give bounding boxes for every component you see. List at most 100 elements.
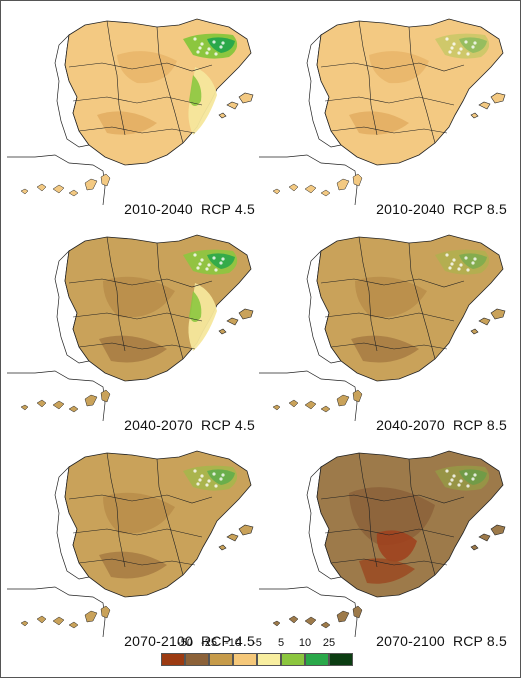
snow-speck — [219, 261, 223, 265]
region-boundary — [68, 494, 213, 504]
canary-island — [52, 400, 65, 410]
panel-caption: 2040-2070 RCP 8.5 — [376, 417, 507, 433]
snow-speck — [214, 268, 218, 272]
map-panel: 2010-2040 RCP 4.5 — [7, 5, 259, 221]
map-patch — [351, 335, 419, 363]
canary-island — [52, 184, 65, 194]
period-label: 2010-2040 — [124, 201, 193, 217]
canary-island — [100, 389, 111, 403]
legend-label: -5 — [252, 637, 262, 649]
legend-label: -50 — [177, 637, 193, 649]
legend-swatch — [233, 653, 257, 666]
canary-island — [288, 615, 299, 624]
region-boundary — [156, 458, 184, 576]
period-label: 2010-2040 — [376, 201, 445, 217]
snow-speck — [464, 256, 468, 260]
snow-speck — [450, 262, 454, 266]
panel-caption: 2070-2100 RCP 4.5 — [124, 633, 255, 649]
snow-speck — [212, 472, 216, 476]
canary-island — [20, 620, 29, 627]
snow-speck — [450, 478, 454, 482]
snow-speck — [214, 52, 218, 56]
map-panel: 2040-2070 RCP 8.5 — [259, 221, 511, 437]
region-boundary — [106, 20, 126, 136]
legend-label: 5 — [277, 637, 285, 649]
period-label: 2070-2100 — [124, 633, 193, 649]
snow-speck — [471, 45, 475, 49]
map-patch — [103, 276, 175, 318]
legend-swatch — [329, 653, 353, 666]
snow-speck — [212, 40, 216, 44]
canary-island — [272, 188, 281, 195]
scenario-label: RCP 4.5 — [200, 633, 255, 649]
snow-speck — [471, 261, 475, 265]
map-panel: 2040-2070 RCP 4.5 — [7, 221, 259, 437]
canary-island — [304, 184, 317, 194]
period-label: 2040-2070 — [376, 417, 445, 433]
snow-speck — [200, 42, 204, 46]
legend-swatch — [257, 653, 281, 666]
region-boundary — [320, 494, 465, 504]
snow-speck — [196, 50, 200, 54]
map-svg — [259, 18, 506, 206]
map-panel: 2010-2040 RCP 8.5 — [259, 5, 511, 221]
canary-island — [352, 605, 363, 619]
map-svg — [259, 234, 506, 422]
canary-island — [336, 610, 350, 623]
canary-island — [288, 183, 299, 192]
snow-speck — [221, 473, 225, 477]
region-boundary — [358, 20, 378, 136]
map-patch — [103, 492, 175, 534]
canary-island — [52, 616, 65, 626]
region-boundary — [106, 236, 126, 352]
snow-speck — [450, 46, 454, 50]
legend-label: 10 — [298, 637, 312, 649]
map-patch — [359, 558, 415, 584]
canary-island — [272, 620, 281, 627]
snow-speck — [214, 484, 218, 488]
snow-speck — [212, 256, 216, 260]
region-boundary — [358, 236, 378, 352]
canary-island — [84, 610, 98, 623]
snow-speck — [457, 267, 461, 271]
period-label: 2040-2070 — [124, 417, 193, 433]
snow-speck — [221, 257, 225, 261]
snow-speck — [205, 51, 209, 55]
snow-speck — [193, 253, 197, 257]
map-patch — [369, 51, 429, 84]
canary-island — [352, 389, 363, 403]
canary-island — [320, 405, 331, 413]
balearic-island — [218, 328, 227, 335]
balearic-island — [218, 112, 227, 119]
scenario-label: RCP 8.5 — [452, 417, 507, 433]
region-boundary — [156, 26, 184, 144]
snow-speck — [473, 257, 477, 261]
snow-speck — [457, 483, 461, 487]
region-boundary — [408, 26, 436, 144]
legend-label: 25 — [322, 637, 336, 649]
snow-speck — [464, 472, 468, 476]
canary-island — [288, 399, 299, 408]
region-boundary — [324, 528, 455, 538]
map-panel: 2070-2100 RCP 4.5 — [7, 437, 259, 653]
legend-swatch — [281, 653, 305, 666]
snow-speck — [473, 473, 477, 477]
balearic-island — [478, 533, 491, 542]
snow-speck — [459, 47, 463, 51]
snow-speck — [198, 478, 202, 482]
region-boundary — [320, 62, 465, 72]
canary-island — [68, 189, 79, 197]
balearic-island — [226, 317, 239, 326]
map-svg — [7, 18, 254, 206]
region-boundary — [358, 452, 378, 568]
scenario-label: RCP 8.5 — [452, 201, 507, 217]
snow-speck — [200, 258, 204, 262]
canary-island — [36, 183, 47, 192]
map-patch — [99, 335, 167, 363]
map-patch — [97, 111, 157, 135]
region-boundary — [68, 62, 213, 72]
region-boundary — [408, 242, 436, 360]
snow-speck — [207, 47, 211, 51]
snow-speck — [221, 41, 225, 45]
